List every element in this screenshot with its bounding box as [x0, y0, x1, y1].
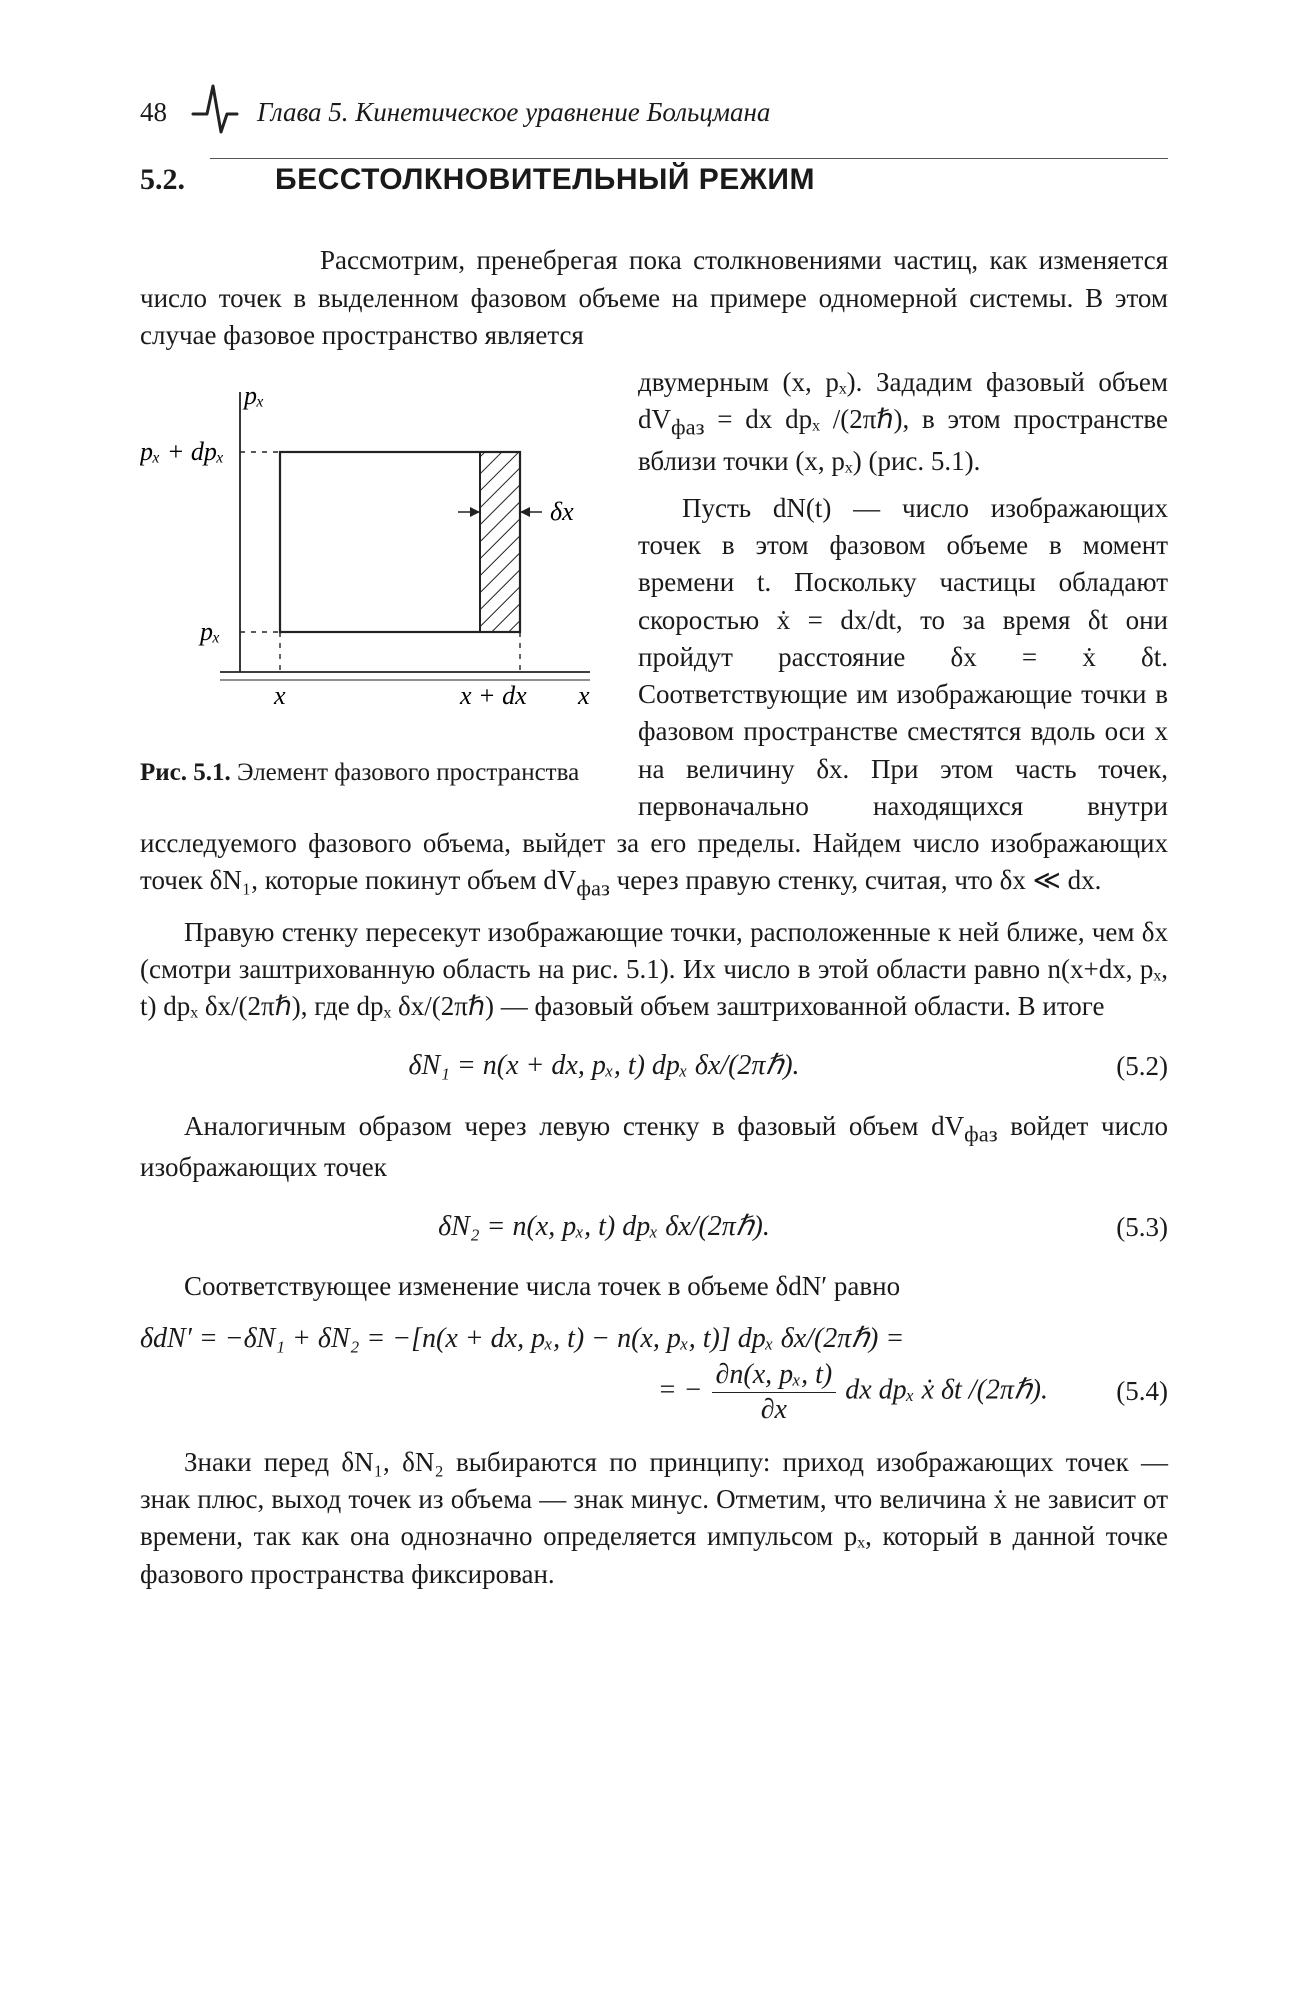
equation-5-4-line1: δdN′ = −δN₁ + δN₂ = −[n(x + dx, pₓ, t) −…: [140, 1320, 1168, 1359]
label-x-left: x: [273, 681, 286, 710]
label-x-axis: x: [577, 681, 590, 710]
equation-5-3-number: (5.3): [1068, 1209, 1168, 1246]
figure-5-1: δx pₓ pₓ + dpₓ pₓ x x + dx x Рис. 5.1. Э…: [140, 372, 610, 790]
equation-5-2-number: (5.2): [1068, 1048, 1168, 1085]
phase-space-diagram: δx pₓ pₓ + dpₓ pₓ x x + dx x: [140, 372, 610, 732]
figure-caption: Рис. 5.1. Элемент фазового пространства: [140, 756, 610, 790]
label-py-axis: pₓ: [242, 381, 264, 410]
pulse-icon: [191, 80, 239, 146]
chapter-title: Глава 5. Кинетическое уравнение Больцман…: [257, 94, 770, 131]
equation-5-3: δN₂ = n(x, pₓ, t) dpₓ δx/(2πℏ). (5.3): [140, 1204, 1168, 1250]
paragraph-5: Аналогичным образом через левую стенку в…: [140, 1108, 1168, 1187]
section-heading: 5.2. БЕССТОЛКНОВИТЕЛЬНЫЙ РЕЖИМ: [140, 159, 1168, 200]
figure-caption-number: Рис. 5.1.: [140, 759, 231, 786]
paragraph-6: Соответствующее изменение числа точек в …: [140, 1268, 1168, 1305]
paragraph-7: Знаки перед δN₁, δN₂ выбираются по принц…: [140, 1444, 1168, 1593]
equation-5-4-number: (5.4): [1068, 1373, 1168, 1410]
figure-caption-text: Элемент фазового пространства: [231, 759, 579, 786]
page-number: 48: [140, 94, 167, 131]
equation-5-2-body: δN₁ = n(x + dx, pₓ, t) dpₓ δx/(2πℏ).: [140, 1047, 1068, 1086]
paragraph-4: Правую стенку пересекут изображающие точ…: [140, 914, 1168, 1026]
label-px-bot: pₓ: [198, 617, 220, 646]
label-px-top: pₓ + dpₓ: [140, 437, 224, 466]
equation-5-3-body: δN₂ = n(x, pₓ, t) dpₓ δx/(2πℏ).: [140, 1208, 1068, 1247]
label-deltax: δx: [550, 497, 574, 526]
equation-5-2: δN₁ = n(x + dx, pₓ, t) dpₓ δx/(2πℏ). (5.…: [140, 1044, 1168, 1090]
paragraph-1: Рассмотрим, пренебрегая пока столкновени…: [140, 242, 1168, 354]
equation-5-4-line2: = − ∂n(x, pₓ, t) ∂x dx dpₓ ẋ δt /(2πℏ). …: [140, 1360, 1168, 1424]
section-number: 5.2.: [140, 159, 185, 200]
running-header: 48 Глава 5. Кинетическое уравнение Больц…: [140, 80, 1168, 146]
label-x-right: x + dx: [459, 681, 527, 710]
section-title: БЕССТОЛКНОВИТЕЛЬНЫЙ РЕЖИМ: [275, 159, 815, 200]
